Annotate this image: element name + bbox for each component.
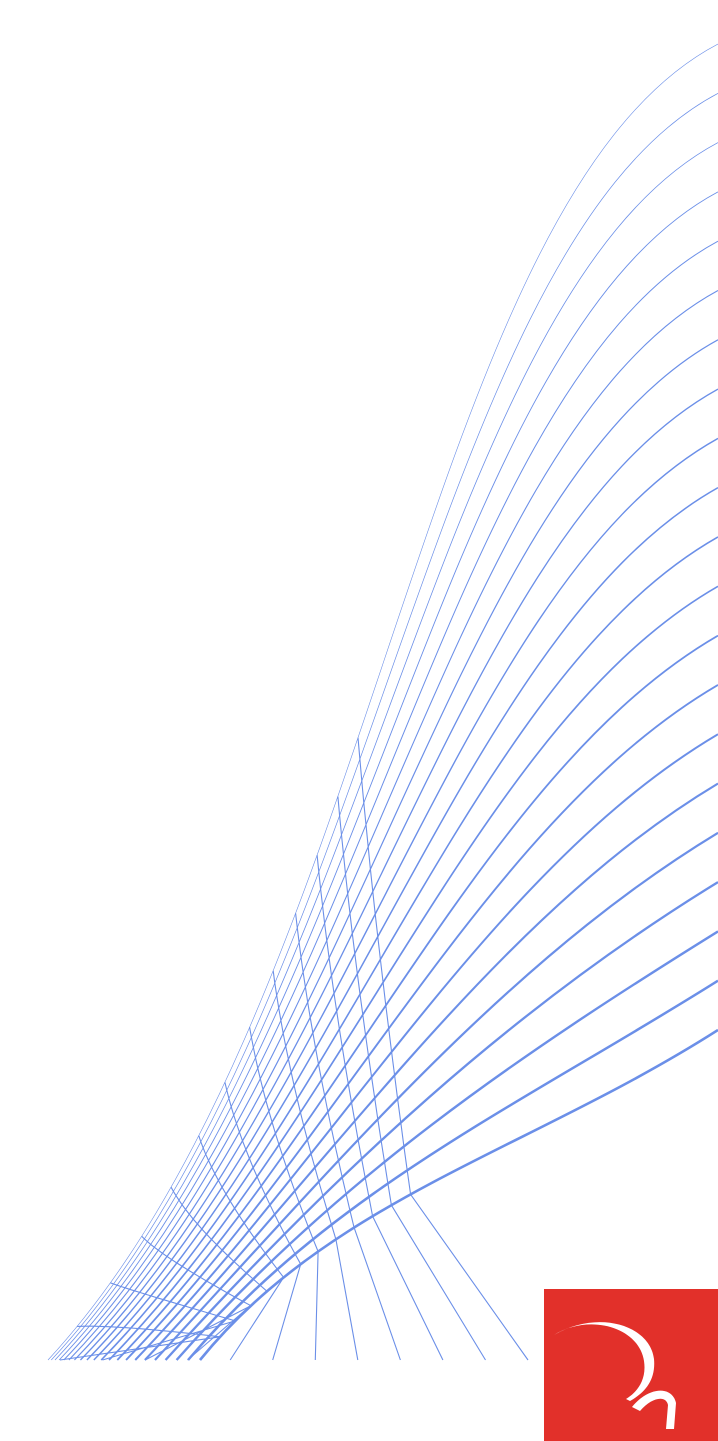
vertical-wave-line [272,970,359,1361]
vertical-wave-line [224,1082,302,1361]
horizontal-wave-line [134,733,718,1361]
swoosh-mark [554,1322,676,1429]
vertical-wave-line [249,1027,319,1361]
horizontal-wave-line [54,142,718,1361]
vertical-wave-line [316,855,444,1361]
vertical-wave-line [170,1186,268,1361]
horizontal-wave-line [175,930,718,1361]
horizontal-wave-line [79,388,718,1361]
horizontal-wave-line [86,437,718,1361]
vertical-wave-line [198,1135,285,1361]
vertical-wave-line [295,913,401,1361]
horizontal-wave-line [116,634,718,1361]
horizontal-wave-line [100,536,718,1361]
horizontal-wave-line [108,585,718,1361]
horizontal-wave-line [187,979,718,1361]
horizontal-wave-line [74,339,718,1361]
brand-swoosh-logo-icon [544,1289,718,1441]
vertical-wave-line [141,1235,252,1361]
horizontal-wave-line [154,831,718,1361]
horizontal-wave-line [144,782,718,1361]
horizontal-wave-line [47,43,718,1361]
brand-logo [544,1289,718,1441]
horizontal-wave-line [51,92,718,1361]
horizontal-wave-line [68,290,718,1361]
vertical-curve-group [59,737,529,1361]
horizontal-wave-line [93,487,718,1361]
vertical-wave-line [102,1282,236,1361]
vertical-wave-line [357,737,529,1361]
horizontal-wave-line [58,191,718,1361]
horizontal-wave-line [164,881,718,1361]
horizontal-curve-group [47,43,718,1361]
horizontal-wave-line [125,684,718,1361]
vertical-wave-line [337,796,486,1361]
horizontal-wave-line [63,240,718,1361]
logo-background [544,1289,718,1441]
